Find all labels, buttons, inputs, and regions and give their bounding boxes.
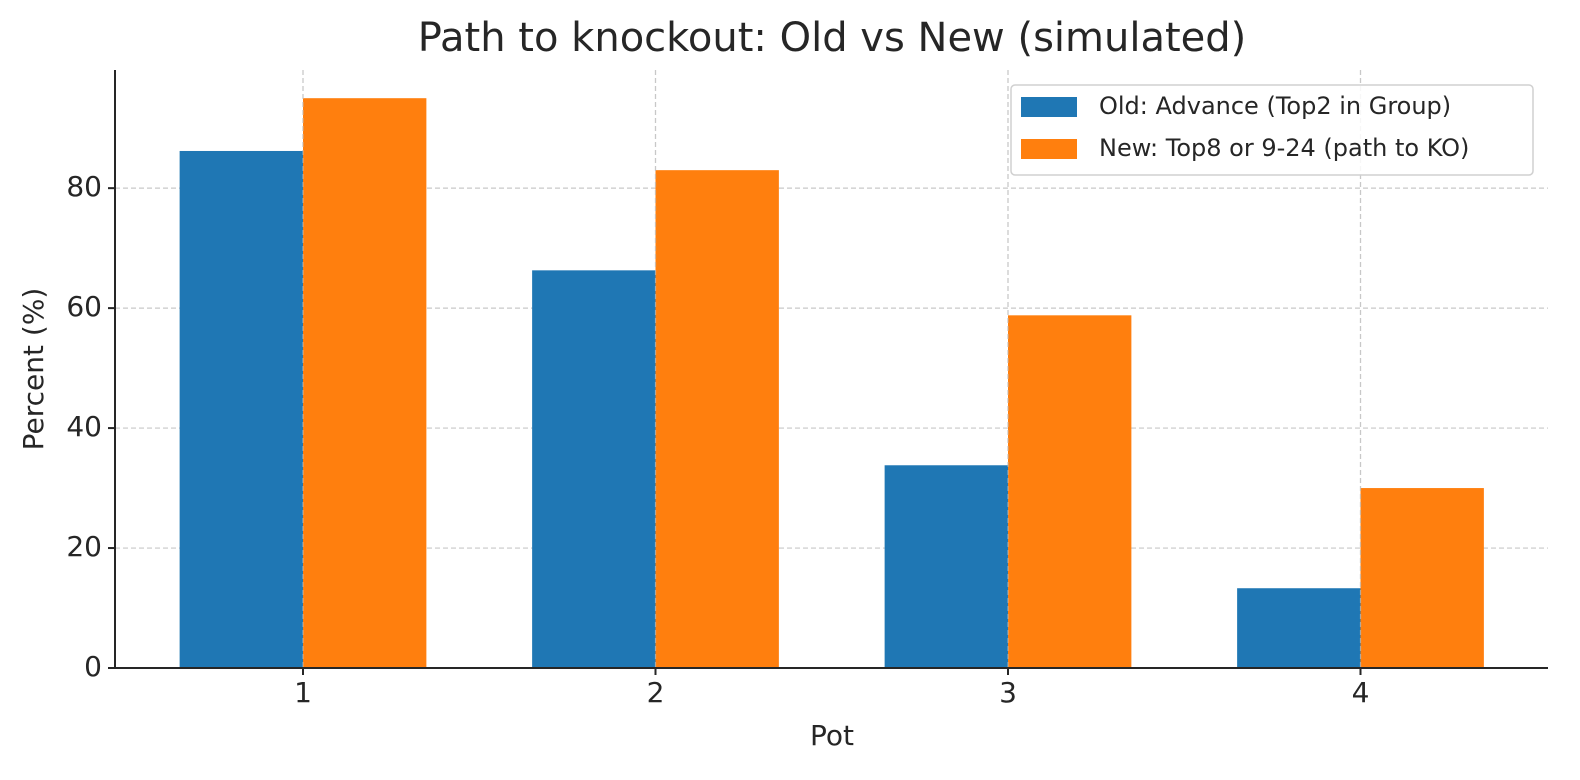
y-axis-label: Percent (%) (17, 288, 50, 451)
y-tick-label: 40 (66, 410, 102, 443)
x-tick-label: 1 (294, 676, 312, 709)
legend-box (1010, 84, 1534, 176)
bar (532, 270, 656, 668)
y-tick-label: 80 (66, 170, 102, 203)
y-tick-label: 20 (66, 530, 102, 563)
legend-swatch (1021, 139, 1077, 159)
bar (179, 150, 303, 669)
legend-label: Old: Advance (Top2 in Group) (1099, 92, 1451, 120)
x-tick-label: 4 (1352, 676, 1370, 709)
legend-label: New: Top8 or 9-24 (path to KO) (1099, 134, 1469, 162)
x-axis-label: Pot (810, 719, 854, 752)
bar (884, 465, 1008, 668)
bar (1237, 588, 1361, 668)
chart-title: Path to knockout: Old vs New (simulated) (418, 15, 1247, 61)
x-tick-label: 3 (999, 676, 1017, 709)
legend-swatch (1021, 97, 1077, 117)
x-tick-label: 2 (647, 676, 665, 709)
y-tick-label: 60 (66, 290, 102, 323)
y-tick-label: 0 (84, 650, 102, 683)
bar (303, 98, 427, 669)
bar (1008, 315, 1132, 668)
bar (655, 170, 779, 668)
bar (1360, 488, 1484, 668)
